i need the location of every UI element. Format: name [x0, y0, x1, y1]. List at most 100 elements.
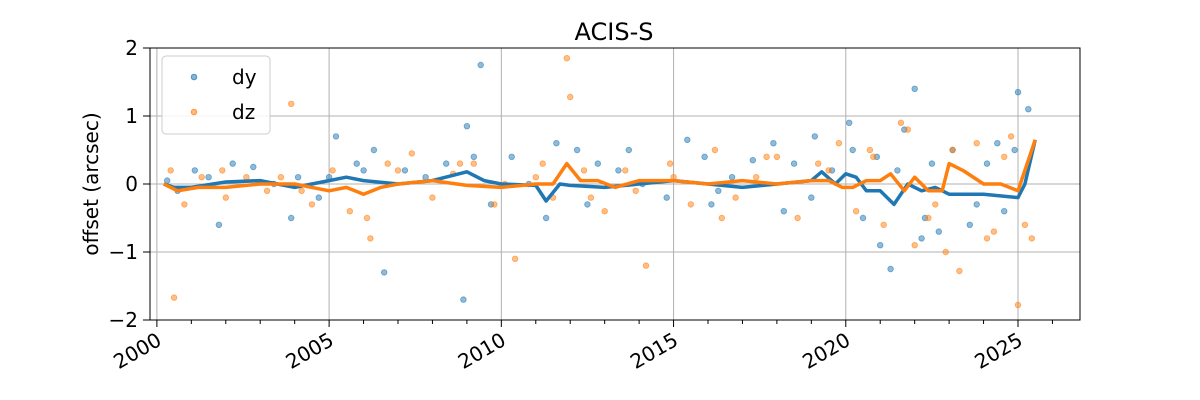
- x-tick-label: 2020: [798, 328, 854, 374]
- trend-line-dy: [163, 139, 1037, 207]
- scatter-point-dz: [222, 194, 229, 201]
- scatter-point-dz: [983, 235, 991, 242]
- scatter-point-dz: [329, 167, 336, 174]
- scatter-point-dy: [887, 265, 894, 273]
- scatter-point-dy: [1014, 88, 1022, 96]
- scatter-point-dz: [956, 267, 963, 275]
- x-tick-label: 2025: [970, 328, 1026, 374]
- x-tick-label: 2000: [109, 328, 165, 374]
- scatter-point-dy: [353, 160, 360, 167]
- scatter-point-dy: [205, 173, 212, 181]
- scatter-point-dy: [615, 167, 622, 174]
- scatter-point-dy: [1001, 207, 1008, 215]
- scatter-point-dz: [198, 173, 205, 181]
- scatter-point-dz: [622, 167, 629, 174]
- scatter-point-dz: [367, 235, 374, 242]
- scatter-point-dz: [753, 173, 760, 181]
- scatter-point-dy: [846, 119, 853, 126]
- scatter-point-dy: [542, 214, 550, 222]
- legend-label-dy: dy: [232, 65, 257, 89]
- trend-line-dz: [163, 139, 1037, 196]
- scatter-point-dy: [553, 139, 560, 147]
- scatter-point-dy: [811, 133, 818, 140]
- scatter-point-dz: [567, 93, 574, 101]
- scatter-point-dz: [170, 294, 178, 301]
- scatter-point-dz: [632, 187, 639, 194]
- scatter-point-dz: [263, 187, 271, 194]
- scatter-point-dy: [935, 228, 942, 235]
- x-axis: 2000 2005 2010 2015 2020 2025: [109, 320, 1053, 374]
- scatter-point-dy: [422, 173, 429, 181]
- scatter-point-dz: [835, 139, 843, 147]
- scatter-point-dz: [794, 214, 801, 222]
- scatter-point-dz: [942, 248, 949, 256]
- scatter-point-dz: [470, 160, 477, 167]
- scatter-point-dy: [508, 153, 515, 160]
- scatter-point-dz: [687, 201, 694, 208]
- scatter-point-dz: [880, 221, 887, 228]
- scatter-point-dz: [949, 146, 956, 154]
- scatter-point-dz: [298, 187, 305, 194]
- legend-marker-dy: [190, 73, 198, 81]
- scatter-point-dy: [370, 146, 378, 154]
- scatter-point-dz: [732, 194, 739, 201]
- scatter-point-dy: [477, 61, 484, 69]
- legend-box: [161, 55, 271, 135]
- scatter-point-dz: [308, 201, 316, 208]
- scatter-point-dz: [532, 173, 539, 181]
- scatter-point-dy: [928, 160, 936, 167]
- scatter-point-dz: [718, 214, 725, 222]
- scatter-point-dz: [363, 214, 371, 222]
- scatter-point-dz: [852, 207, 860, 215]
- scatter-point-dy: [460, 296, 467, 303]
- scatter-point-dz: [243, 173, 250, 181]
- scatter-point-dy: [229, 160, 236, 167]
- scatter-point-dz: [870, 153, 877, 160]
- scatter-point-dy: [625, 146, 632, 154]
- scatter-point-dz: [1028, 235, 1035, 242]
- scatter-point-dy: [966, 221, 973, 228]
- scatter-point-dy: [780, 207, 787, 215]
- scatter-point-dz: [1014, 301, 1022, 309]
- scatter-point-dy: [1025, 105, 1032, 113]
- y-tick-label: −1: [109, 240, 138, 264]
- scatter-point-dz: [904, 126, 911, 133]
- scatter-point-dy: [470, 153, 477, 160]
- x-tick-label: 2005: [282, 328, 338, 374]
- scatter-point-dy: [849, 146, 856, 154]
- scatter-point-dy: [973, 201, 980, 208]
- scatter-point-dy: [894, 167, 901, 174]
- scatter-point-dz: [925, 214, 932, 222]
- scatter-point-dz: [181, 201, 188, 208]
- scatter-point-dz: [1021, 221, 1029, 228]
- scatter-point-dz: [642, 262, 650, 269]
- scatter-point-dz: [408, 150, 415, 157]
- y-tick-label: −2: [109, 308, 138, 332]
- scatter-point-dz: [277, 173, 285, 181]
- scatter-point-dy: [288, 214, 295, 222]
- scatter-point-dy: [1011, 146, 1018, 154]
- y-axis: −2 −1 0 1 2: [109, 36, 150, 332]
- scatter-point-dz: [763, 153, 770, 160]
- scatter-point-dz: [288, 100, 295, 107]
- scatter-point-dz: [563, 55, 570, 62]
- scatter-point-dz: [711, 146, 719, 154]
- scatter-point-dy: [332, 133, 340, 140]
- scatter-point-dz: [346, 207, 353, 215]
- scatter-point-dz: [773, 153, 781, 160]
- scatter-point-dz: [587, 194, 595, 201]
- legend-label-dz: dz: [232, 100, 255, 124]
- scatter-point-dz: [456, 160, 464, 167]
- scatter-point-dz: [973, 139, 980, 147]
- scatter-point-dy: [770, 139, 777, 147]
- scatter-point-dz: [1001, 153, 1008, 160]
- scatter-point-dy: [360, 167, 367, 174]
- scatter-point-dz: [491, 201, 498, 208]
- x-tick-label: 2010: [454, 328, 510, 374]
- scatter-point-dz: [580, 167, 588, 174]
- legend-marker-dz: [190, 108, 198, 116]
- scatter-point-dy: [443, 160, 450, 167]
- scatter-point-dz: [219, 167, 226, 174]
- y-tick-label: 0: [125, 172, 138, 196]
